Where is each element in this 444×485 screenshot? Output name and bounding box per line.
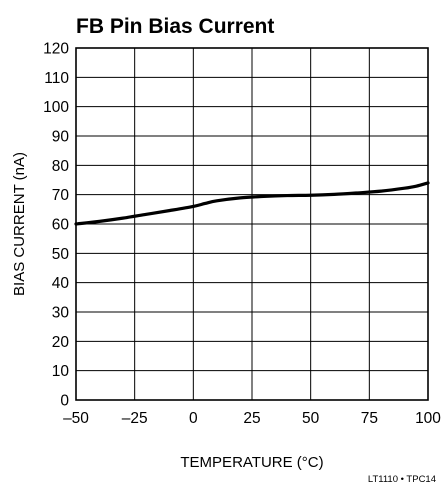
x-tick-label: –50 (63, 410, 89, 427)
x-axis-label: TEMPERATURE (°C) (180, 454, 323, 471)
y-tick-label: 60 (52, 217, 70, 234)
footnote: LT1110 • TPC14 (368, 474, 436, 485)
x-tick-label: –25 (122, 410, 148, 427)
y-tick-label: 110 (44, 70, 69, 87)
series-line (74, 181, 430, 226)
grid (76, 48, 428, 400)
y-tick-label: 30 (52, 305, 70, 322)
y-tick-label: 10 (52, 363, 70, 380)
y-axis-ticks: 0 10 20 30 40 50 60 70 80 90 100 110 120 (43, 41, 69, 410)
y-tick-label: 120 (43, 41, 69, 58)
y-axis-label: BIAS CURRENT (nA) (11, 152, 28, 296)
y-tick-label: 100 (43, 99, 69, 116)
y-tick-label: 50 (52, 246, 70, 263)
x-axis-ticks: –50 –25 0 25 50 75 100 (63, 410, 441, 427)
y-tick-label: 40 (52, 275, 70, 292)
chart-title: FB Pin Bias Current (76, 15, 274, 38)
x-tick-label: 100 (415, 410, 441, 427)
x-tick-label: 50 (302, 410, 320, 427)
y-tick-label: 0 (60, 393, 69, 410)
x-tick-label: 75 (361, 410, 378, 427)
x-tick-label: 0 (189, 410, 198, 427)
y-tick-label: 80 (52, 158, 70, 175)
y-tick-label: 20 (52, 334, 70, 351)
x-tick-label: 25 (243, 410, 260, 427)
y-tick-label: 90 (52, 129, 70, 146)
y-tick-label: 70 (52, 187, 70, 204)
series-group (74, 181, 430, 226)
